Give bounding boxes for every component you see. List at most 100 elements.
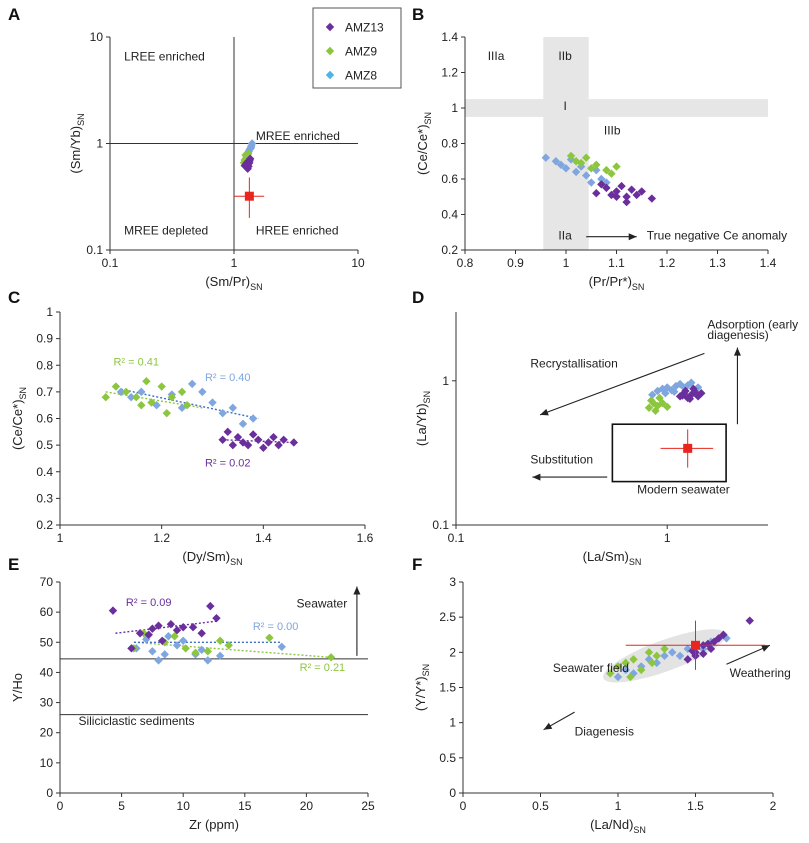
- y-tick-label: 1: [46, 305, 53, 319]
- point-amz9: [326, 653, 336, 662]
- point-amz9: [182, 400, 192, 410]
- annotation-text: Siliciclastic sediments: [78, 714, 194, 728]
- x-tick-label: 1.1: [608, 256, 625, 270]
- point-amz8: [218, 408, 227, 418]
- x-tick-label: 1: [57, 531, 64, 545]
- point-amz8: [177, 403, 187, 413]
- point-amz8: [208, 398, 217, 407]
- point-amz8: [148, 647, 157, 656]
- point-amz13: [279, 435, 288, 444]
- point-amz8: [160, 650, 169, 659]
- point-amz9: [602, 165, 611, 175]
- panel-letter-f: F: [412, 555, 422, 574]
- point-amz13: [269, 432, 278, 442]
- annotation-text: True negative Ce anomaly: [647, 228, 787, 242]
- x-tick-label: 1.4: [760, 256, 777, 270]
- point-amz13: [689, 384, 698, 394]
- annotation-text: IIIa: [488, 49, 505, 63]
- x-tick-label: 0.9: [507, 256, 524, 270]
- annotation-text: Weathering: [730, 666, 791, 680]
- y-tick-label: 1: [442, 374, 449, 388]
- point-amz9: [265, 633, 274, 642]
- point-amz13: [154, 621, 163, 630]
- x-axis-label: (Dy/Sm)SN: [182, 549, 242, 567]
- x-tick-label: 1: [563, 256, 570, 270]
- x-axis-label-subscript: SN: [230, 557, 243, 567]
- y-tick-label: 0.4: [441, 208, 458, 222]
- point-amz9: [592, 160, 601, 169]
- x-tick-label: 0.1: [448, 531, 465, 545]
- point-amz13: [683, 655, 692, 664]
- point-amz8: [154, 656, 163, 665]
- y-tick-label: 1.4: [441, 30, 458, 44]
- point-amz8: [137, 387, 146, 397]
- point-amz9: [607, 169, 616, 178]
- point-amz13: [681, 386, 690, 396]
- point-amz9: [142, 377, 151, 386]
- point-amz9: [157, 382, 166, 391]
- point-amz9: [652, 651, 661, 661]
- x-axis-label-main: (Pr/Pr*): [589, 274, 632, 289]
- point-amz8: [197, 645, 206, 655]
- point-amz9: [653, 401, 662, 411]
- annotation-text: IIIb: [604, 124, 621, 138]
- y-axis-label-main: (Y/Y*): [413, 676, 428, 711]
- r2-label-amz8: R² = 0.00: [253, 621, 299, 633]
- point-amz8: [582, 171, 591, 180]
- point-amz13: [745, 616, 754, 625]
- point-amz13: [243, 440, 253, 450]
- point-amz8: [648, 390, 657, 399]
- y-tick-label: 1.5: [439, 681, 456, 695]
- x-tick-label: 1: [664, 531, 671, 545]
- annotation-text: HREE enriched: [256, 223, 339, 237]
- x-tick-label: 1: [615, 799, 622, 813]
- y-tick-label: 0.6: [441, 172, 458, 186]
- point-amz13: [212, 613, 221, 623]
- point-amz13: [602, 183, 611, 193]
- annotation-text: MREE enriched: [256, 129, 340, 143]
- point-amz13: [188, 623, 198, 632]
- y-tick-label: 40: [40, 665, 54, 679]
- point-amz13: [233, 432, 243, 442]
- x-axis-label-subscript: SN: [633, 825, 646, 835]
- point-amz9: [606, 669, 615, 678]
- modern-seawater-marker: [244, 191, 254, 201]
- point-amz13: [719, 630, 728, 639]
- point-amz13: [158, 636, 167, 645]
- point-amz9: [582, 153, 591, 162]
- point-amz9: [647, 396, 656, 405]
- y-axis-label-subscript: SN: [423, 112, 433, 125]
- point-amz13: [254, 435, 263, 444]
- x-axis-label-main: (La/Nd): [590, 817, 633, 832]
- r2-label-amz13: R² = 0.09: [126, 597, 172, 609]
- point-amz9: [647, 658, 657, 668]
- panel-letter-d: D: [412, 288, 424, 307]
- legend-marker-amz13: [325, 22, 335, 32]
- x-tick-label: 2: [770, 799, 777, 813]
- legend-label-amz13: AMZ13: [345, 21, 384, 35]
- r2-label-amz8: R² = 0.40: [205, 372, 251, 384]
- y-tick-label: 1: [449, 716, 456, 730]
- point-amz13: [709, 637, 719, 646]
- legend-label-amz8: AMZ8: [345, 69, 377, 83]
- y-tick-label: 50: [40, 635, 54, 649]
- point-amz9: [566, 151, 576, 161]
- y-tick-label: 3: [449, 575, 456, 589]
- annotation-text: Recrystallisation: [530, 356, 617, 370]
- x-axis-label-subscript: SN: [629, 557, 642, 567]
- y-axis-label-subscript: SN: [421, 664, 431, 677]
- point-amz8: [687, 378, 696, 387]
- point-amz8: [592, 165, 601, 175]
- point-amz8: [660, 651, 669, 661]
- point-amz13: [607, 190, 616, 200]
- point-amz8: [277, 642, 286, 652]
- point-amz8: [658, 384, 667, 394]
- point-amz13: [612, 187, 621, 196]
- point-amz8: [142, 635, 151, 644]
- point-amz9: [137, 400, 146, 410]
- legend-marker-amz8: [325, 70, 335, 80]
- point-amz8: [187, 379, 197, 389]
- panel-letter-a: A: [8, 5, 20, 24]
- panel-c: C 1 1.2 1.4 1.6 0.2 0.3 0.4 0.5 0.6 0.7 0.8 0.9 1 (Dy/…: [8, 288, 374, 567]
